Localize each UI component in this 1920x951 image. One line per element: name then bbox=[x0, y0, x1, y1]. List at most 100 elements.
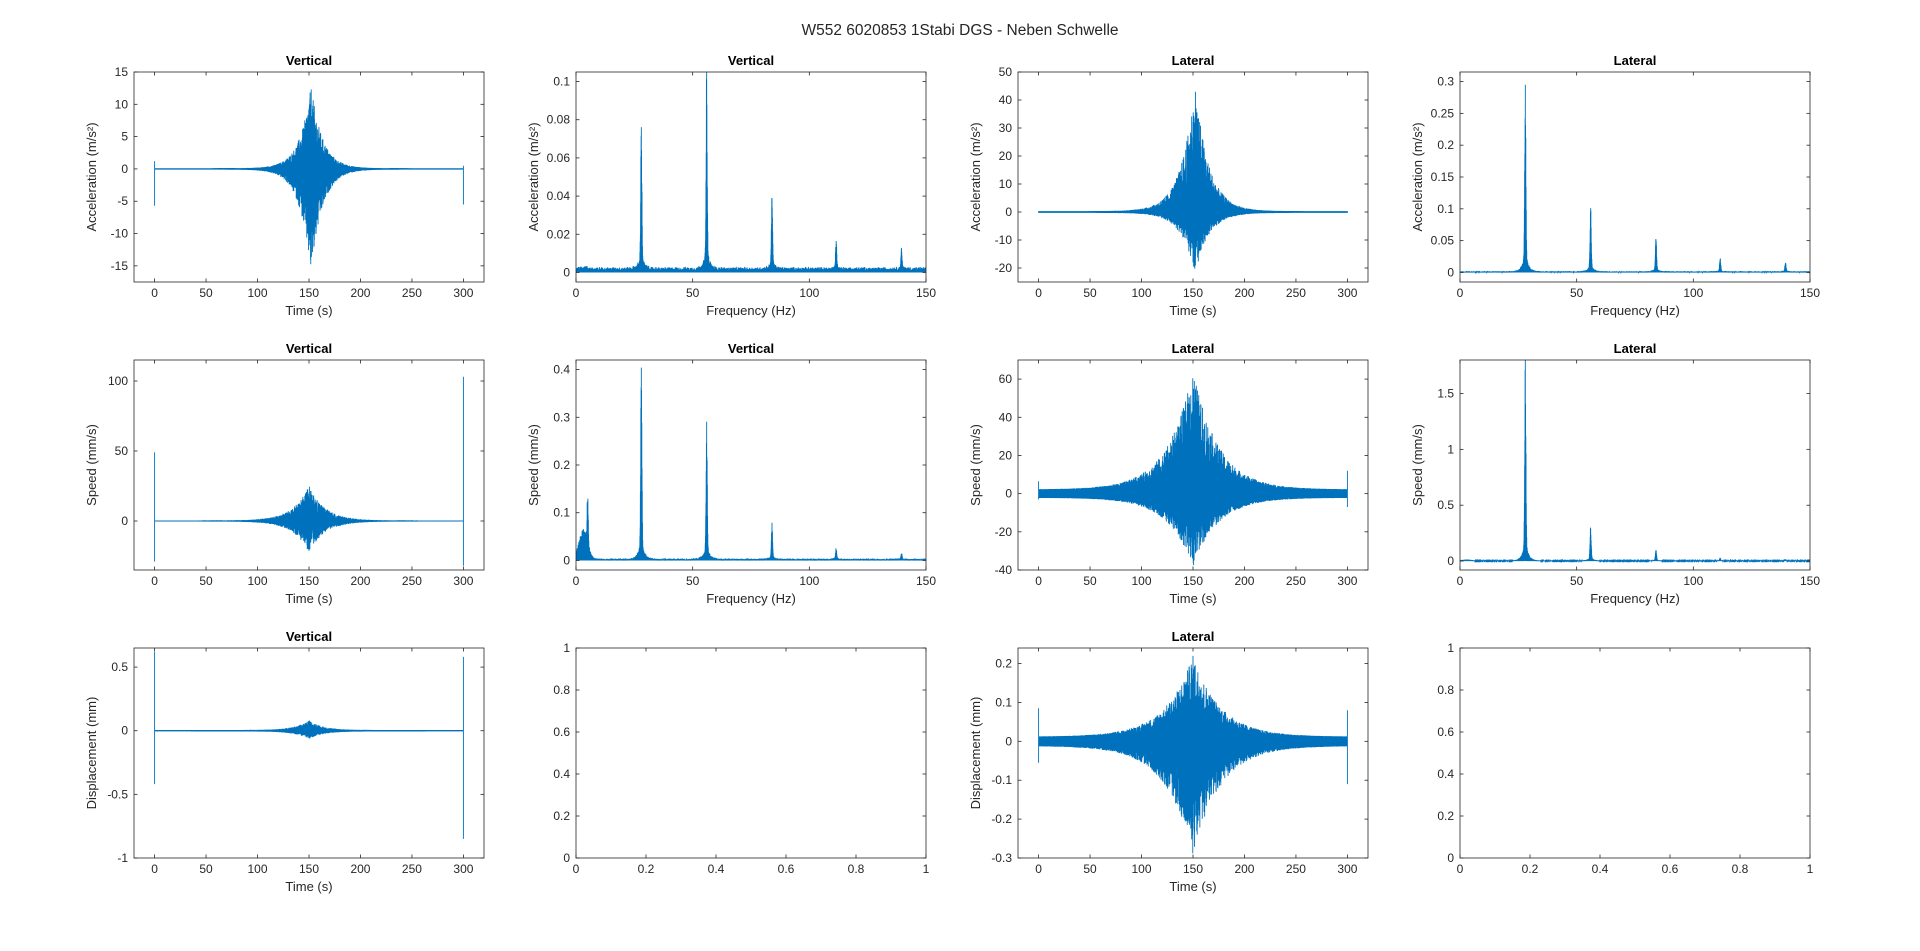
x-tick-label: 150 bbox=[1800, 574, 1820, 588]
x-tick-label: 150 bbox=[1183, 574, 1203, 588]
axes-box bbox=[575, 647, 927, 859]
y-tick-label: -0.5 bbox=[107, 787, 128, 801]
x-tick-label: 0.8 bbox=[848, 862, 865, 876]
x-tick-label: 250 bbox=[1286, 574, 1306, 588]
x-tick-label: 150 bbox=[299, 286, 319, 300]
y-tick-label: -0.2 bbox=[991, 812, 1012, 826]
y-tick-label: 1 bbox=[1447, 442, 1454, 456]
y-axis-label: Acceleration (m/s²) bbox=[526, 122, 541, 231]
subplot-title: Lateral bbox=[1614, 341, 1657, 356]
x-tick-label: 0.6 bbox=[1662, 862, 1679, 876]
y-tick-label: -15 bbox=[111, 259, 129, 273]
y-tick-label: -40 bbox=[995, 563, 1013, 577]
data-trace bbox=[1038, 91, 1348, 269]
y-tick-label: 50 bbox=[115, 444, 129, 458]
y-tick-label: 0.05 bbox=[1431, 234, 1455, 248]
x-tick-label: 0 bbox=[151, 574, 158, 588]
x-tick-label: 50 bbox=[1570, 286, 1584, 300]
y-tick-label: 0.08 bbox=[547, 113, 571, 127]
y-tick-label: -10 bbox=[111, 227, 129, 241]
axes-box bbox=[575, 359, 927, 571]
x-tick-label: 100 bbox=[1132, 286, 1152, 300]
data-trace bbox=[576, 72, 926, 273]
y-tick-label: 0 bbox=[1447, 265, 1454, 279]
x-tick-label: 50 bbox=[1083, 862, 1097, 876]
y-tick-label: 0.3 bbox=[1437, 75, 1454, 89]
data-trace bbox=[154, 376, 464, 566]
x-tick-label: 150 bbox=[1183, 286, 1203, 300]
x-tick-label: 250 bbox=[402, 574, 422, 588]
y-tick-label: 0.06 bbox=[547, 151, 571, 165]
y-tick-label: 20 bbox=[999, 448, 1013, 462]
y-tick-label: 10 bbox=[999, 177, 1013, 191]
x-tick-label: 150 bbox=[299, 574, 319, 588]
y-tick-label: 30 bbox=[999, 121, 1013, 135]
y-tick-label: 0 bbox=[1447, 554, 1454, 568]
y-tick-label: 0.25 bbox=[1431, 106, 1455, 120]
x-tick-label: 0 bbox=[1035, 286, 1042, 300]
y-axis-label: Speed (mm/s) bbox=[1410, 424, 1425, 506]
x-tick-label: 150 bbox=[916, 574, 936, 588]
axes-box bbox=[575, 71, 927, 283]
y-axis-label: Speed (mm/s) bbox=[526, 424, 541, 506]
y-axis-label: Displacement (mm) bbox=[968, 697, 983, 810]
subplot-2: 0 50 100 150 0 0.02 0.04 0.06 0.08 0.1 Vertical Fre… bbox=[526, 53, 936, 318]
x-axis-label: Frequency (Hz) bbox=[706, 303, 796, 318]
y-axis-label: Acceleration (m/s²) bbox=[1410, 122, 1425, 231]
subplot-11: 0 50 100 150 200 250 300 -0.3 -0.2 -0.1 0 0.1 0.2 Lat… bbox=[968, 629, 1369, 894]
x-tick-label: 50 bbox=[199, 862, 213, 876]
x-tick-label: 0 bbox=[151, 862, 158, 876]
x-tick-label: 150 bbox=[916, 286, 936, 300]
x-tick-label: 0 bbox=[151, 286, 158, 300]
x-tick-label: 250 bbox=[402, 286, 422, 300]
subplot-1: 0 50 100 150 200 250 300 -15 -10 -5 0 5 10 15 Vertical… bbox=[84, 53, 485, 318]
x-tick-label: 0.2 bbox=[638, 862, 655, 876]
x-axis-label: Time (s) bbox=[1169, 591, 1216, 606]
x-tick-label: 50 bbox=[1083, 574, 1097, 588]
y-tick-label: 0 bbox=[563, 265, 570, 279]
y-tick-label: 0.15 bbox=[1431, 170, 1455, 184]
y-tick-label: 0.2 bbox=[553, 458, 570, 472]
y-tick-label: 0 bbox=[1005, 205, 1012, 219]
subplot-4: 0 50 100 150 0 0.05 0.1 0.15 0.2 0.25 0.3 Lateral Fr… bbox=[1410, 53, 1820, 318]
y-tick-label: 50 bbox=[999, 65, 1013, 79]
y-tick-label: -20 bbox=[995, 525, 1013, 539]
x-tick-label: 200 bbox=[1234, 286, 1254, 300]
data-trace bbox=[576, 367, 926, 561]
y-tick-label: 0 bbox=[563, 553, 570, 567]
subplot-title: Vertical bbox=[286, 629, 332, 644]
y-tick-label: 1 bbox=[1447, 641, 1454, 655]
y-tick-label: 0.1 bbox=[553, 506, 570, 520]
y-tick-label: 1.5 bbox=[1437, 387, 1454, 401]
x-tick-label: 250 bbox=[402, 862, 422, 876]
x-axis-label: Frequency (Hz) bbox=[1590, 591, 1680, 606]
data-trace bbox=[154, 651, 464, 839]
x-tick-label: 100 bbox=[248, 286, 268, 300]
x-tick-label: 0.2 bbox=[1522, 862, 1539, 876]
x-tick-label: 0.4 bbox=[1592, 862, 1609, 876]
y-tick-label: 0.1 bbox=[1437, 202, 1454, 216]
x-tick-label: 0 bbox=[1035, 862, 1042, 876]
y-tick-label: 0.2 bbox=[1437, 138, 1454, 152]
subplot-9: 0 50 100 150 200 250 300 -1 -0.5 0 0.5 Vertical Time… bbox=[84, 629, 485, 894]
y-axis-label: Acceleration (m/s²) bbox=[84, 122, 99, 231]
subplot-title: Lateral bbox=[1172, 53, 1215, 68]
x-tick-label: 0 bbox=[573, 286, 580, 300]
y-tick-label: 0.4 bbox=[1437, 767, 1454, 781]
axes-box bbox=[1459, 647, 1811, 859]
x-axis-label: Frequency (Hz) bbox=[706, 591, 796, 606]
y-tick-label: 0 bbox=[1005, 734, 1012, 748]
x-tick-label: 100 bbox=[799, 574, 819, 588]
x-tick-label: 1 bbox=[923, 862, 930, 876]
x-tick-label: 100 bbox=[1683, 286, 1703, 300]
x-axis-label: Time (s) bbox=[1169, 303, 1216, 318]
x-tick-label: 0 bbox=[1457, 286, 1464, 300]
y-tick-label: 0 bbox=[121, 514, 128, 528]
x-tick-label: 200 bbox=[350, 574, 370, 588]
subplot-title: Lateral bbox=[1172, 341, 1215, 356]
x-tick-label: 300 bbox=[453, 286, 473, 300]
subplot-7: 0 50 100 150 200 250 300 -40 -20 0 20 40 60 Lateral Ti… bbox=[968, 341, 1369, 606]
y-tick-label: -5 bbox=[117, 194, 128, 208]
subplot-title: Vertical bbox=[728, 341, 774, 356]
y-tick-label: 0 bbox=[1005, 487, 1012, 501]
